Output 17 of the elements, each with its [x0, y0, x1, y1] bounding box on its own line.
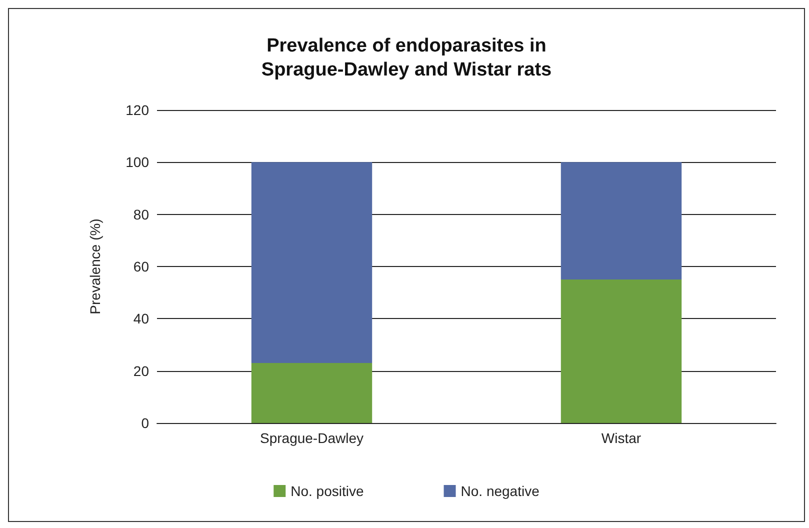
legend-label: No. positive [290, 483, 364, 499]
y-tick-label: 120 [126, 102, 150, 118]
y-tick-label: 60 [133, 258, 150, 274]
chart-title: Prevalence of endoparasites in Sprague-Dawley and Wistar rats [261, 36, 552, 80]
bar [560, 280, 682, 423]
y-tick-label: 100 [126, 154, 150, 170]
y-tick-label: 20 [133, 362, 150, 379]
y-axis-title: Prevalence (%) [87, 218, 103, 314]
y-tick-label: 0 [141, 415, 150, 431]
y-tick-label: 80 [133, 206, 150, 222]
bar [251, 162, 372, 364]
y-tick-label: 40 [133, 310, 150, 327]
legend-label: No. negative [460, 483, 540, 499]
x-tick-label: Sprague-Dawley [260, 430, 364, 446]
x-tick-label: Wistar [601, 430, 642, 446]
bar [560, 162, 682, 280]
bar [251, 363, 372, 423]
